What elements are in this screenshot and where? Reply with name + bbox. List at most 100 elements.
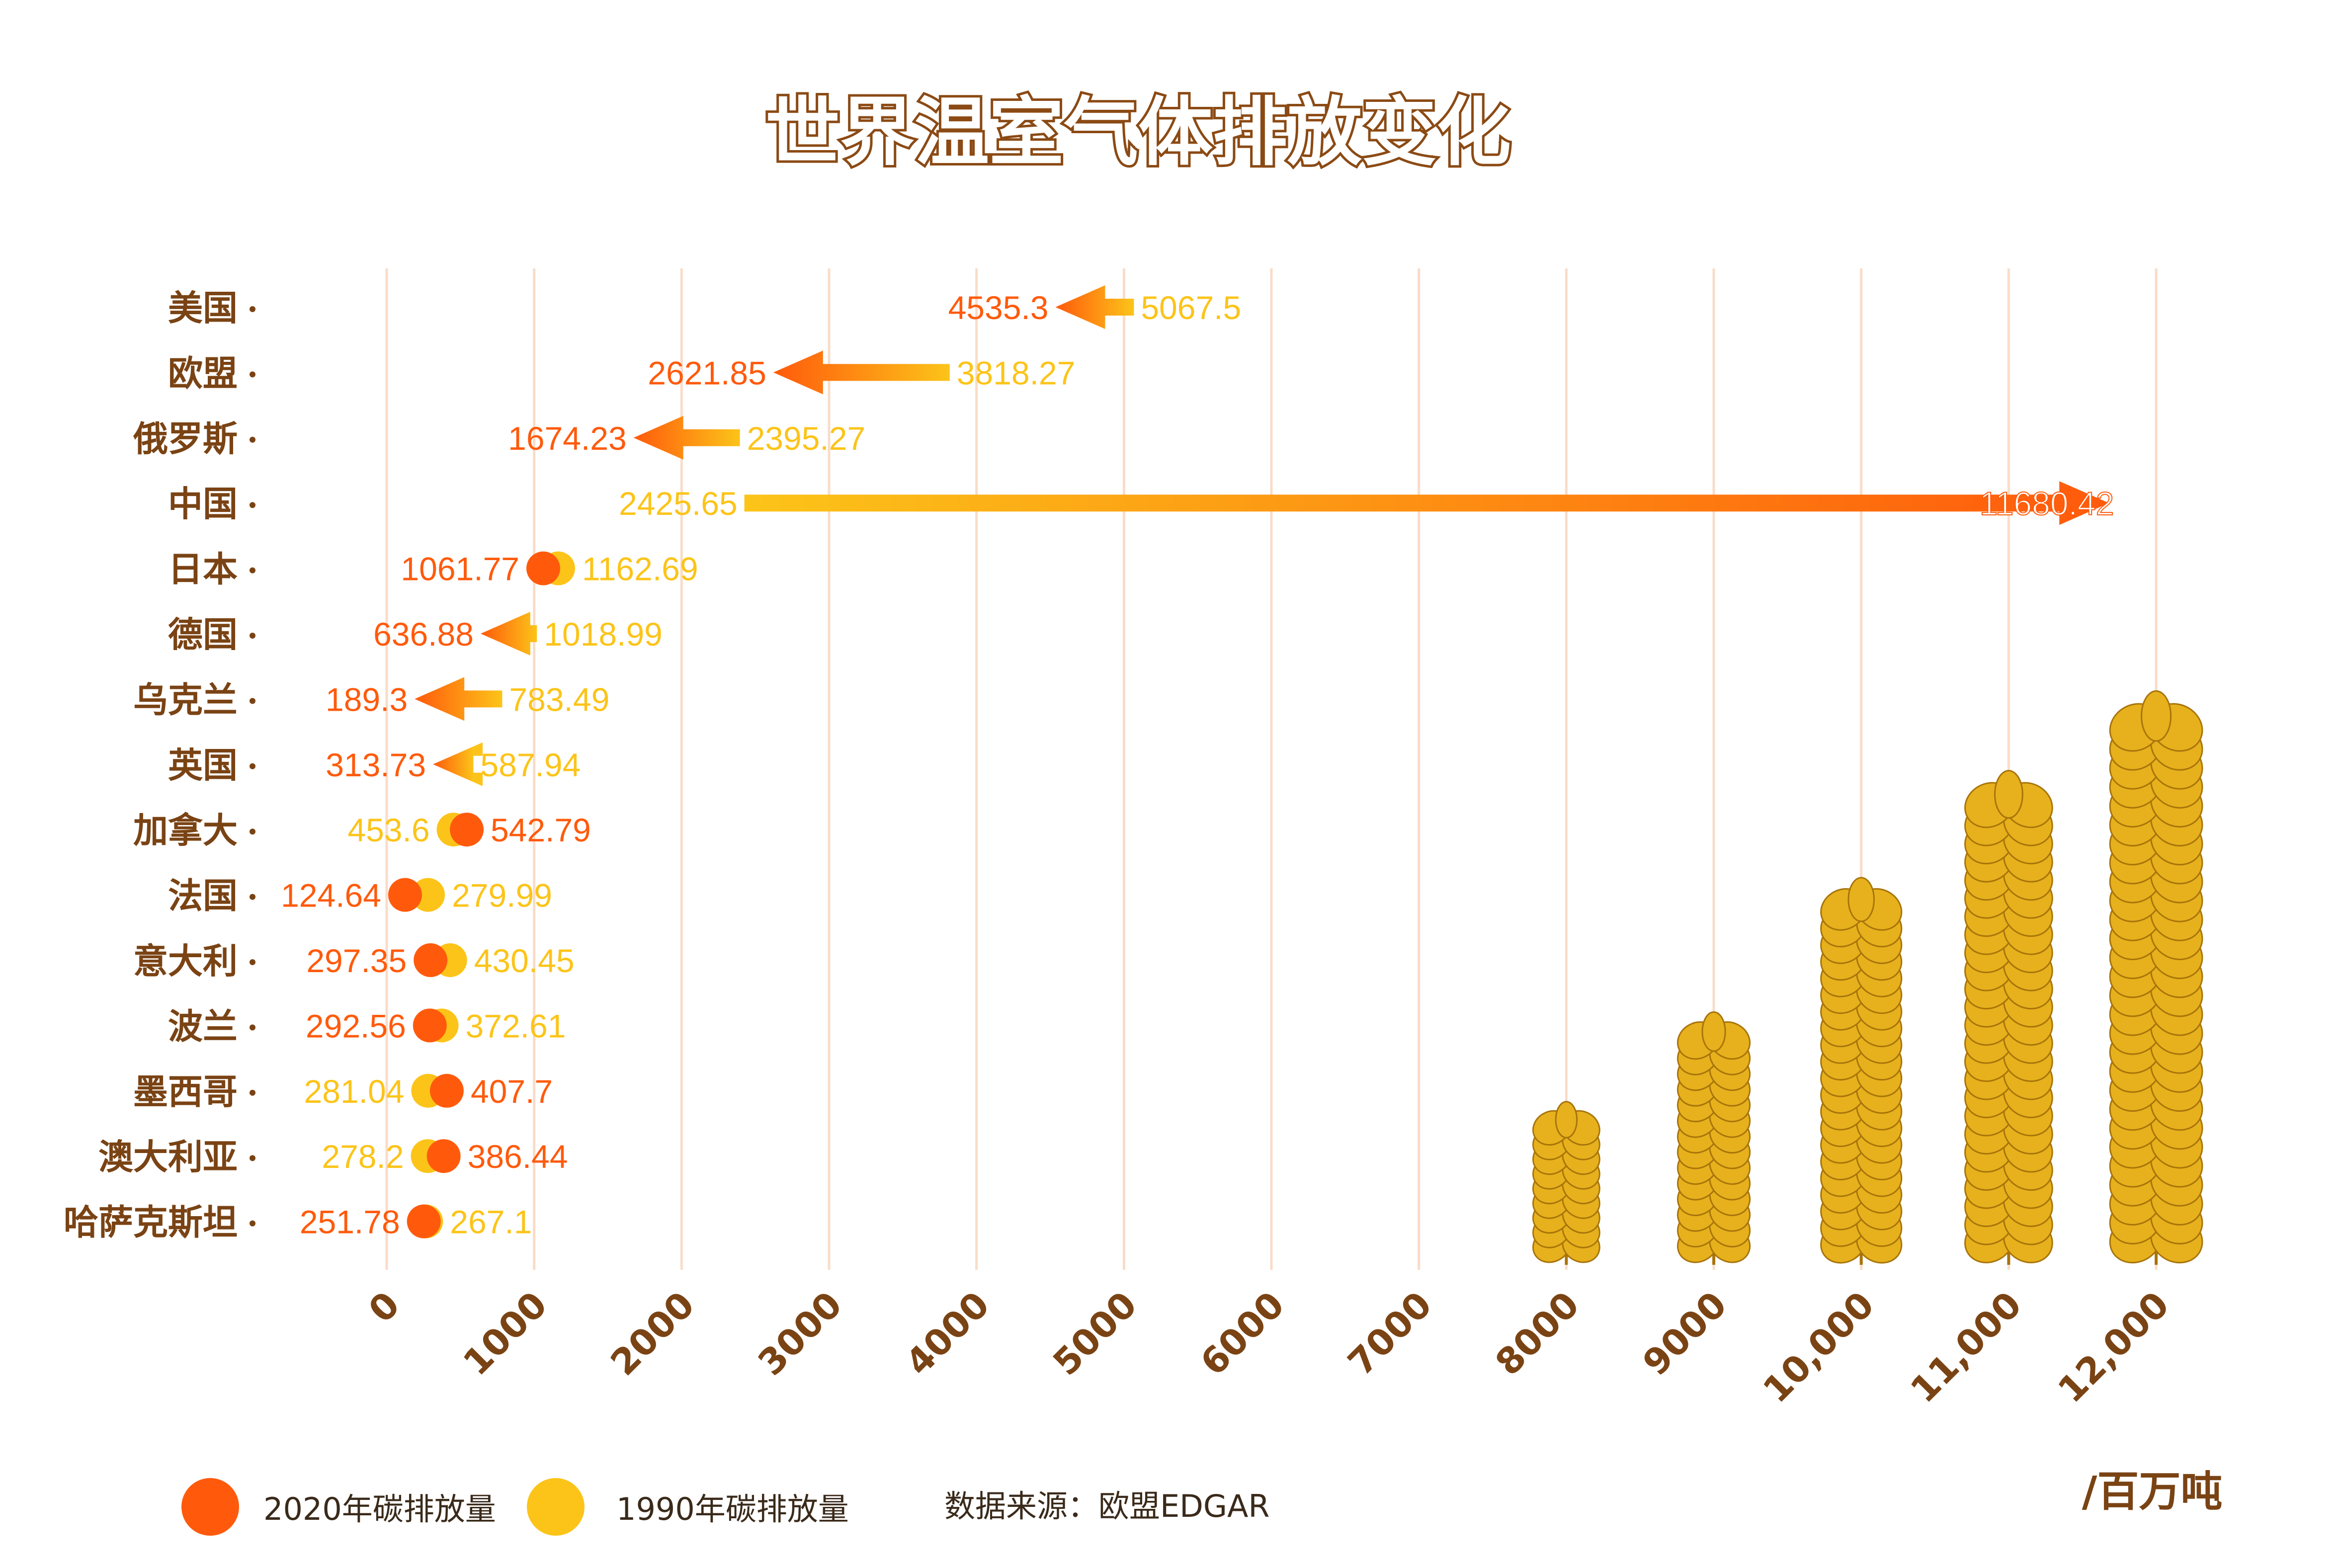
country-bullet: [250, 763, 255, 769]
legend-2020-label: 2020年碳排放量: [263, 1491, 496, 1527]
x-tick-label: 9000: [1635, 1284, 1735, 1384]
change-arrow: [480, 612, 537, 656]
value-label-1990: 430.45: [474, 942, 575, 979]
country-bullet: [250, 894, 255, 900]
x-tick-label: 12,000: [2050, 1284, 2177, 1411]
x-tick-label: 2000: [602, 1284, 702, 1384]
value-label-2020: 386.44: [468, 1138, 568, 1175]
change-arrow: [744, 481, 2109, 525]
value-label-1990: 372.61: [466, 1007, 566, 1044]
x-tick-label: 7000: [1340, 1284, 1440, 1384]
change-arrow: [633, 415, 740, 460]
chart-title: 世界温室气体排放变化: [765, 89, 1511, 176]
country-bullet: [250, 567, 255, 574]
value-label-2020: 636.88: [373, 616, 474, 653]
country-bullet: [250, 1155, 255, 1161]
value-label-1990: 3818.27: [957, 354, 1076, 391]
dot-2020: [450, 813, 484, 847]
country-label: 欧盟: [168, 353, 238, 394]
value-label-1990: 279.99: [452, 877, 552, 914]
wheat-icon: [1820, 877, 1903, 1265]
source-label: 数据来源：欧盟EDGAR: [944, 1488, 1269, 1524]
country-bullet: [250, 1024, 255, 1031]
value-label-1990: 1018.99: [544, 616, 663, 653]
country-bullet: [250, 828, 255, 835]
change-arrow: [1055, 285, 1134, 329]
country-bullet: [250, 1220, 255, 1227]
country-bullet: [250, 306, 255, 312]
x-tick-label: 4000: [898, 1284, 998, 1384]
country-label: 英国: [168, 745, 238, 786]
dot-2020: [414, 943, 448, 977]
country-bullet: [250, 371, 255, 378]
country-label: 加拿大: [133, 810, 238, 851]
country-bullet: [250, 436, 255, 443]
wheat-tip: [2141, 690, 2172, 742]
x-tick-label: 5000: [1045, 1284, 1145, 1384]
country-label: 日本: [168, 549, 238, 590]
country-label: 中国: [168, 484, 238, 524]
dot-2020: [413, 1008, 447, 1043]
value-label-1990: 2425.65: [619, 485, 738, 522]
dot-2020: [429, 1073, 464, 1108]
value-label-1990: 2395.27: [747, 420, 866, 457]
country-bullet: [250, 959, 255, 965]
wheat-icon: [2109, 690, 2203, 1265]
wheat-tip: [1701, 1011, 1726, 1052]
legend-1990-dot: [527, 1478, 585, 1536]
x-tick-label: 8000: [1487, 1284, 1587, 1384]
wheat-icon: [1677, 1011, 1751, 1265]
dot-2020: [388, 878, 422, 912]
wheat-tip: [1555, 1101, 1578, 1139]
value-label-2020: 1674.23: [508, 420, 627, 457]
value-label-2020: 189.3: [326, 681, 408, 718]
country-bullet: [250, 633, 255, 639]
dot-2020: [407, 1204, 441, 1238]
value-label-2020: 1061.77: [401, 551, 519, 587]
wheat-decoration: [1532, 690, 2203, 1265]
change-arrow: [773, 350, 950, 395]
country-bullet: [250, 1089, 255, 1096]
country-bullet: [250, 698, 255, 704]
country-label: 德国: [168, 614, 238, 655]
legend-2020-dot: [181, 1478, 239, 1536]
value-label-1990: 267.1: [450, 1204, 532, 1240]
value-label-1990: 783.49: [509, 681, 609, 718]
value-label-1990: 1162.69: [582, 551, 698, 587]
chart-marks: [388, 285, 2109, 1238]
country-label: 哈萨克斯坦: [64, 1202, 238, 1243]
legend-1990-label: 1990年碳排放量: [616, 1491, 849, 1527]
value-label-2020: 4535.3: [948, 289, 1049, 326]
x-tick-label: 10,000: [1755, 1284, 1882, 1411]
dot-2020: [526, 551, 560, 585]
unit-label: /百万吨: [2082, 1467, 2223, 1516]
value-label-2020: 251.78: [300, 1204, 400, 1240]
value-label-1990: 5067.5: [1141, 289, 1241, 326]
change-arrow: [415, 677, 503, 721]
country-label: 俄罗斯: [133, 418, 238, 459]
x-tick-label: 6000: [1192, 1284, 1292, 1384]
value-label-2020: 11680.42: [1980, 485, 2114, 522]
dot-2020: [426, 1139, 461, 1173]
country-label: 法国: [168, 876, 238, 916]
value-label-2020: 407.7: [471, 1073, 553, 1110]
value-label-1990: 278.2: [322, 1138, 404, 1175]
country-label: 澳大利亚: [98, 1137, 238, 1177]
wheat-icon: [1532, 1101, 1600, 1265]
country-label: 乌克兰: [133, 679, 238, 720]
country-label: 美国: [168, 288, 238, 329]
value-label-2020: 2621.85: [648, 354, 766, 391]
x-tick-label: 3000: [750, 1284, 850, 1384]
x-tick-label: 11,000: [1902, 1284, 2029, 1411]
value-label-2020: 542.79: [491, 812, 591, 848]
wheat-icon: [1964, 770, 2053, 1265]
country-label: 波兰: [168, 1006, 238, 1047]
country-label: 意大利: [133, 941, 238, 982]
value-label-2020: 297.35: [306, 942, 407, 979]
wheat-tip: [1994, 770, 2023, 819]
value-label-1990: 453.6: [347, 812, 429, 848]
value-label-2020: 124.64: [281, 877, 381, 914]
x-tick-label: 1000: [455, 1284, 555, 1384]
country-bullet: [250, 502, 255, 508]
